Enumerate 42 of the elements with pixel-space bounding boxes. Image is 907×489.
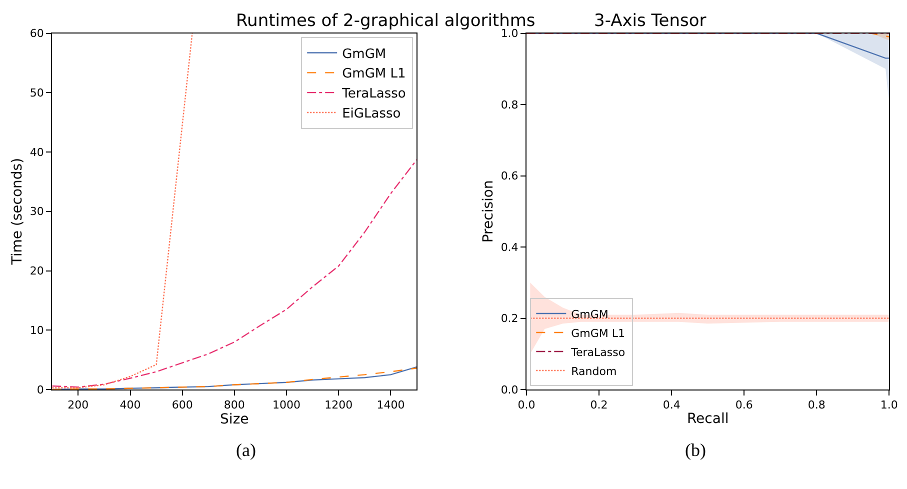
legend-label: TeraLasso bbox=[341, 86, 406, 102]
legend-label: GmGM L1 bbox=[571, 326, 626, 340]
x-tick-label: 1400 bbox=[376, 398, 405, 412]
x-tick-label: 0.2 bbox=[590, 398, 608, 412]
x-axis-title: Size bbox=[220, 412, 249, 428]
chart-title: 3-Axis Tensor bbox=[594, 11, 706, 31]
y-tick-label: 0.8 bbox=[500, 98, 518, 112]
legend-label: GmGM L1 bbox=[342, 66, 406, 82]
text: (a) bbox=[236, 440, 256, 460]
x-tick-label: 1200 bbox=[324, 398, 353, 412]
legend-label: GmGM bbox=[571, 308, 608, 321]
y-axis-title: Time (seconds) bbox=[10, 158, 26, 266]
line-series bbox=[52, 33, 193, 388]
x-tick-label: 800 bbox=[224, 398, 245, 412]
y-tick-label: 50 bbox=[30, 86, 44, 100]
x-tick-label: 1000 bbox=[272, 398, 301, 412]
x-tick-label: 0.8 bbox=[808, 398, 826, 412]
legend-label: EiGLasso bbox=[342, 106, 401, 122]
x-axis-title: Recall bbox=[686, 411, 729, 428]
y-tick-label: 0.4 bbox=[500, 240, 518, 254]
y-tick-label: 10 bbox=[30, 324, 44, 337]
y-tick-label: 60 bbox=[30, 27, 44, 40]
x-tick-label: 0.0 bbox=[518, 398, 536, 412]
y-tick-label: 0.2 bbox=[500, 312, 518, 326]
legend-label: GmGM bbox=[342, 46, 386, 62]
line-series bbox=[52, 159, 417, 388]
y-tick-label: 40 bbox=[30, 146, 44, 159]
x-tick-label: 1.0 bbox=[880, 398, 898, 412]
y-tick-label: 0.0 bbox=[500, 383, 518, 396]
y-tick-label: 20 bbox=[30, 264, 44, 278]
x-tick-label: 400 bbox=[120, 398, 141, 412]
x-tick-label: 200 bbox=[68, 398, 89, 412]
y-tick-label: 0.6 bbox=[500, 170, 518, 183]
y-tick-label: 0 bbox=[36, 383, 44, 396]
legend-label: TeraLasso bbox=[570, 346, 626, 359]
x-tick-label: 600 bbox=[172, 398, 193, 412]
y-tick-label: 30 bbox=[30, 205, 44, 218]
y-axis-title: Precision bbox=[480, 180, 496, 243]
x-tick-label: 0.6 bbox=[735, 398, 753, 412]
text: (b) bbox=[685, 440, 706, 460]
legend-label: Random bbox=[571, 364, 617, 378]
x-tick-label: 0.4 bbox=[662, 398, 680, 412]
